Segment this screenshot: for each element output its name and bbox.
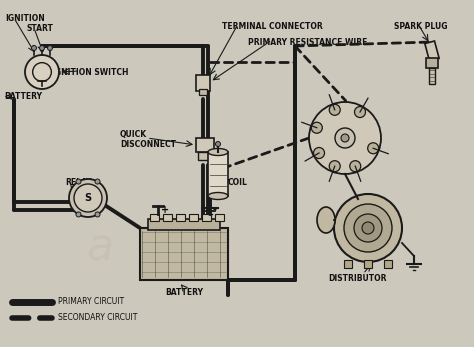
Circle shape (95, 212, 100, 217)
Ellipse shape (317, 207, 335, 233)
Bar (176, 214, 185, 221)
Text: IGNITION: IGNITION (5, 14, 45, 23)
Circle shape (329, 104, 340, 115)
Circle shape (354, 214, 382, 242)
Text: TERMINAL CONNECTOR: TERMINAL CONNECTOR (222, 22, 323, 31)
Ellipse shape (208, 149, 228, 155)
Bar (384, 260, 392, 268)
Bar (425, 41, 439, 61)
Circle shape (329, 161, 340, 172)
Circle shape (69, 179, 107, 217)
Circle shape (31, 45, 36, 51)
Text: DISTRIBUTOR: DISTRIBUTOR (329, 274, 387, 283)
Bar (202, 214, 211, 221)
Circle shape (350, 161, 361, 172)
Bar (429, 68, 435, 84)
Circle shape (311, 122, 322, 133)
Text: QUICK
DISCONNECT: QUICK DISCONNECT (120, 130, 176, 150)
Bar (150, 214, 159, 221)
Text: START: START (26, 24, 53, 33)
Text: RELAY: RELAY (65, 178, 91, 187)
Bar (198, 152, 212, 160)
Bar (196, 75, 210, 91)
Circle shape (309, 102, 381, 174)
Text: a: a (86, 227, 114, 270)
Bar (140, 228, 228, 280)
Bar (148, 219, 220, 230)
Circle shape (76, 179, 81, 184)
Circle shape (368, 143, 379, 154)
Bar (208, 152, 228, 196)
Ellipse shape (208, 193, 228, 200)
Circle shape (362, 222, 374, 234)
Bar (163, 214, 172, 221)
Bar (199, 89, 207, 95)
Circle shape (39, 45, 45, 51)
Circle shape (74, 184, 102, 212)
Text: PRIMARY CIRCUIT: PRIMARY CIRCUIT (58, 297, 124, 306)
Text: -: - (213, 205, 217, 215)
Bar (344, 260, 352, 268)
Bar (426, 58, 438, 68)
Text: BATTERY: BATTERY (165, 288, 203, 297)
Text: IGNITION SWITCH: IGNITION SWITCH (52, 68, 128, 77)
Circle shape (47, 45, 53, 51)
Bar (196, 138, 214, 152)
Text: SPARK PLUG: SPARK PLUG (394, 22, 447, 31)
Text: SECONDARY CIRCUIT: SECONDARY CIRCUIT (58, 313, 137, 322)
Circle shape (334, 194, 402, 262)
Text: +: + (161, 205, 169, 215)
Bar (189, 214, 198, 221)
Text: BATTERY: BATTERY (4, 92, 42, 101)
Bar (215, 214, 224, 221)
Text: g: g (188, 236, 212, 274)
Circle shape (76, 212, 81, 217)
Circle shape (335, 128, 355, 148)
Text: COIL: COIL (228, 178, 248, 187)
Circle shape (344, 204, 392, 252)
Bar (364, 260, 372, 268)
Circle shape (341, 134, 349, 142)
Circle shape (216, 142, 220, 146)
Circle shape (95, 179, 100, 184)
Circle shape (25, 55, 59, 89)
Text: PRIMARY RESISTANCE WIRE: PRIMARY RESISTANCE WIRE (248, 38, 367, 47)
Circle shape (313, 147, 325, 159)
Circle shape (355, 107, 365, 118)
Text: S: S (84, 193, 91, 203)
